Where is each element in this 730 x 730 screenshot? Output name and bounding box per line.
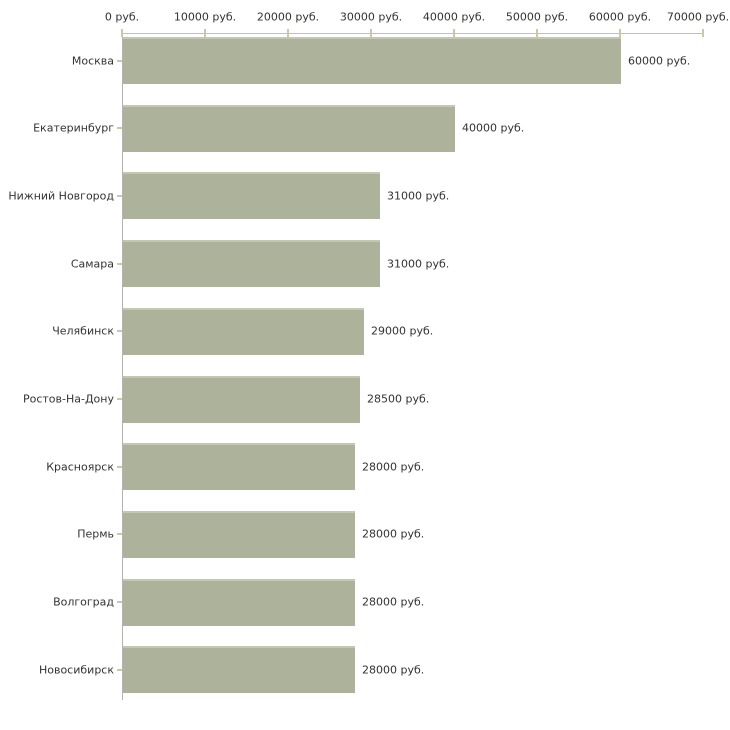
value-label: 40000 руб. — [462, 121, 525, 135]
x-axis-tick — [204, 29, 206, 37]
category-label: Челябинск — [52, 324, 114, 338]
bar — [123, 376, 360, 423]
category-label: Екатеринбург — [33, 121, 114, 135]
y-axis-tick — [117, 668, 122, 671]
x-axis-tick — [287, 29, 289, 37]
x-axis-tick-label: 0 руб. — [104, 10, 140, 24]
y-axis-tick — [117, 194, 122, 197]
category-label: Самара — [70, 257, 114, 271]
x-axis-tick — [121, 29, 123, 37]
x-axis-tick — [536, 29, 538, 37]
category-label: Новосибирск — [38, 663, 114, 677]
x-axis-tick-label: 60000 руб. — [588, 10, 652, 24]
category-label: Волгоград — [53, 595, 114, 609]
value-label: 28000 руб. — [362, 595, 425, 609]
y-axis-tick — [117, 398, 122, 400]
bar — [123, 308, 364, 355]
x-axis-tick — [702, 29, 704, 37]
x-axis-tick-label: 10000 руб. — [173, 10, 237, 24]
category-label: Москва — [71, 54, 114, 67]
y-axis-tick — [117, 601, 122, 604]
x-axis-tick-label: 70000 руб. — [666, 10, 730, 24]
y-axis-tick — [117, 127, 122, 130]
value-label: 28000 руб. — [362, 663, 425, 677]
x-axis-tick — [619, 29, 621, 37]
bar — [123, 172, 380, 219]
y-axis-line — [122, 33, 123, 700]
x-axis-line — [122, 33, 704, 34]
value-label: 31000 руб. — [387, 189, 450, 203]
x-axis-tick — [370, 29, 372, 37]
value-label: 28000 руб. — [362, 460, 425, 474]
value-label: 31000 руб. — [387, 257, 450, 271]
bar — [123, 646, 355, 693]
category-label: Пермь — [77, 527, 114, 541]
value-label: 28500 руб. — [367, 392, 430, 406]
bar — [123, 443, 355, 490]
value-label: 29000 руб. — [371, 324, 434, 338]
category-label: Нижний Новгород — [8, 189, 114, 203]
x-axis-tick-label: 30000 руб. — [339, 10, 403, 24]
category-label: Ростов-На-Дону — [22, 392, 114, 406]
x-axis-tick — [453, 29, 455, 37]
value-label: 60000 руб. — [628, 54, 691, 67]
bar — [123, 240, 380, 287]
bar — [123, 105, 455, 152]
x-axis-tick-label: 40000 руб. — [422, 10, 486, 24]
y-axis-tick — [117, 330, 122, 333]
x-axis-tick-label: 20000 руб. — [256, 10, 320, 24]
bar — [123, 37, 621, 84]
bar — [123, 511, 355, 558]
category-label: Красноярск — [46, 460, 114, 474]
y-axis-tick — [117, 262, 122, 265]
bar — [123, 579, 355, 626]
x-axis-tick-label: 50000 руб. — [505, 10, 569, 24]
value-label: 28000 руб. — [362, 527, 425, 541]
y-axis-tick — [117, 59, 122, 62]
y-axis-tick — [117, 465, 122, 468]
y-axis-tick — [117, 533, 122, 536]
